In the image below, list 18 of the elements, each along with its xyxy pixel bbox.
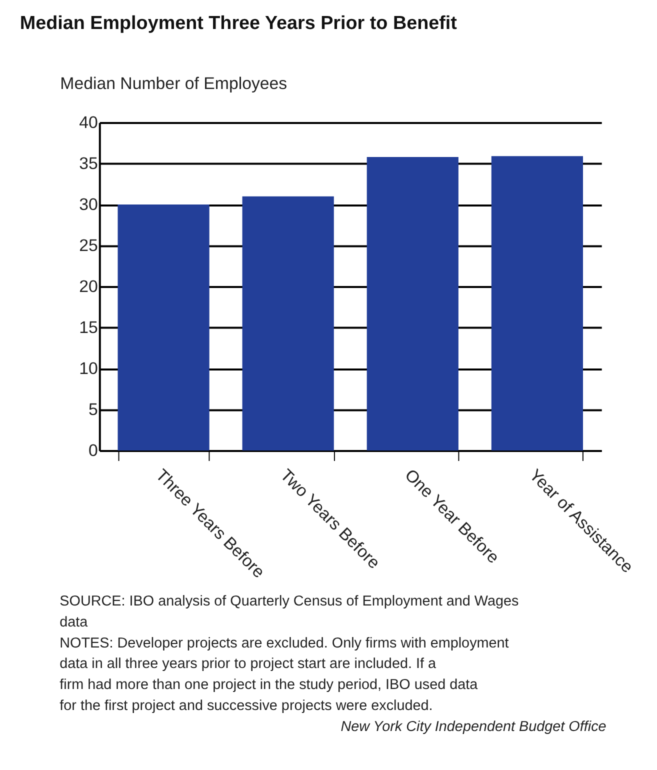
bar: [242, 196, 334, 451]
bar: [118, 204, 210, 451]
bar: [366, 156, 458, 451]
y-tick-label: 10: [79, 358, 98, 378]
y-tick-label: 20: [79, 276, 98, 296]
text: New York City Independent Budget Office: [340, 718, 606, 735]
y-tick-label: 0: [88, 440, 98, 460]
source-note: SOURCE: IBO analysis of Quarterly Census of Employment and Wages data: [60, 594, 519, 630]
y-axis-title: Median Number of Employees: [60, 74, 288, 94]
y-tick-label: 35: [79, 154, 98, 173]
y-tick-label: 30: [79, 194, 98, 214]
y-tick-label: 15: [79, 318, 98, 337]
y-tick-label: 40: [79, 112, 98, 132]
text: NOTES: Developer projects are excluded. Only firms with employment data in all three years prior to project start are included. If a firm had more than one project in the study period, IBO used data for the first project and successive projects were excluded.: [60, 635, 509, 714]
chart-title: Median Employment Three Years Prior to Benefit: [20, 13, 458, 34]
y-tick-label: 5: [88, 400, 98, 419]
y-tick-label: 25: [79, 236, 98, 255]
bar: [491, 156, 583, 451]
